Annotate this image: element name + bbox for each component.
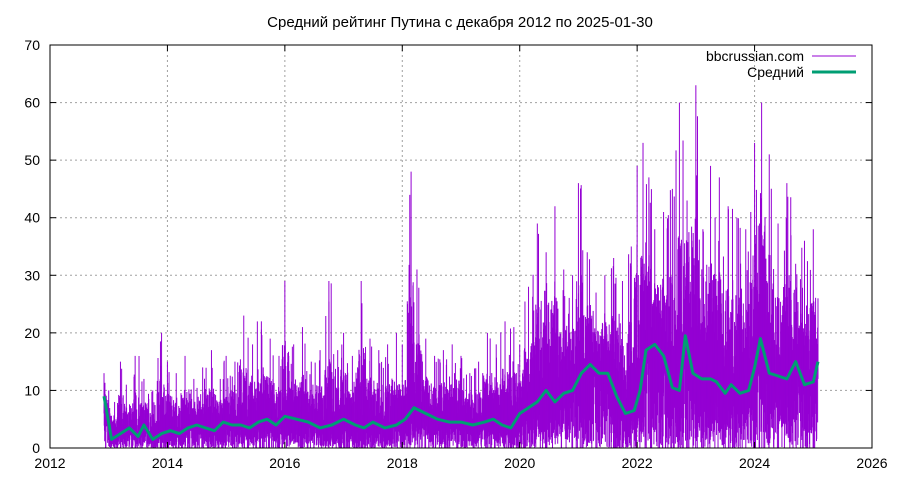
x-tick-label: 2016 — [269, 455, 300, 471]
average-line — [102, 334, 820, 441]
legend-label-average: Средний — [747, 64, 804, 80]
legend-label-bbcrussian: bbcrussian.com — [706, 48, 804, 64]
y-tick-label: 70 — [24, 37, 40, 53]
plot-border — [49, 44, 873, 449]
series-average — [102, 334, 820, 441]
x-tick-label: 2026 — [856, 455, 887, 471]
legend: bbcrussian.com Средний — [706, 48, 856, 80]
y-tick-label: 30 — [24, 267, 40, 283]
y-tick-label: 0 — [32, 440, 40, 456]
y-tick-label: 10 — [24, 382, 40, 398]
x-tick-label: 2014 — [152, 455, 183, 471]
x-tick-label: 2022 — [622, 455, 653, 471]
axes: 2012 2014 2016 2018 2020 2022 2024 2026 0 10 20 30 4… — [24, 37, 887, 471]
series-bbcrussian — [103, 85, 819, 448]
x-tick-label: 2020 — [504, 455, 535, 471]
chart-title: Средний рейтинг Путина с декабря 2012 по… — [267, 14, 653, 31]
x-tick-label: 2024 — [739, 455, 770, 471]
y-tick-label: 60 — [24, 95, 40, 111]
x-tick-label: 2018 — [387, 455, 418, 471]
y-tick-label: 20 — [24, 325, 40, 341]
y-tick-label: 40 — [24, 210, 40, 226]
x-tick-label: 2012 — [34, 455, 65, 471]
y-tick-label: 50 — [24, 152, 40, 168]
